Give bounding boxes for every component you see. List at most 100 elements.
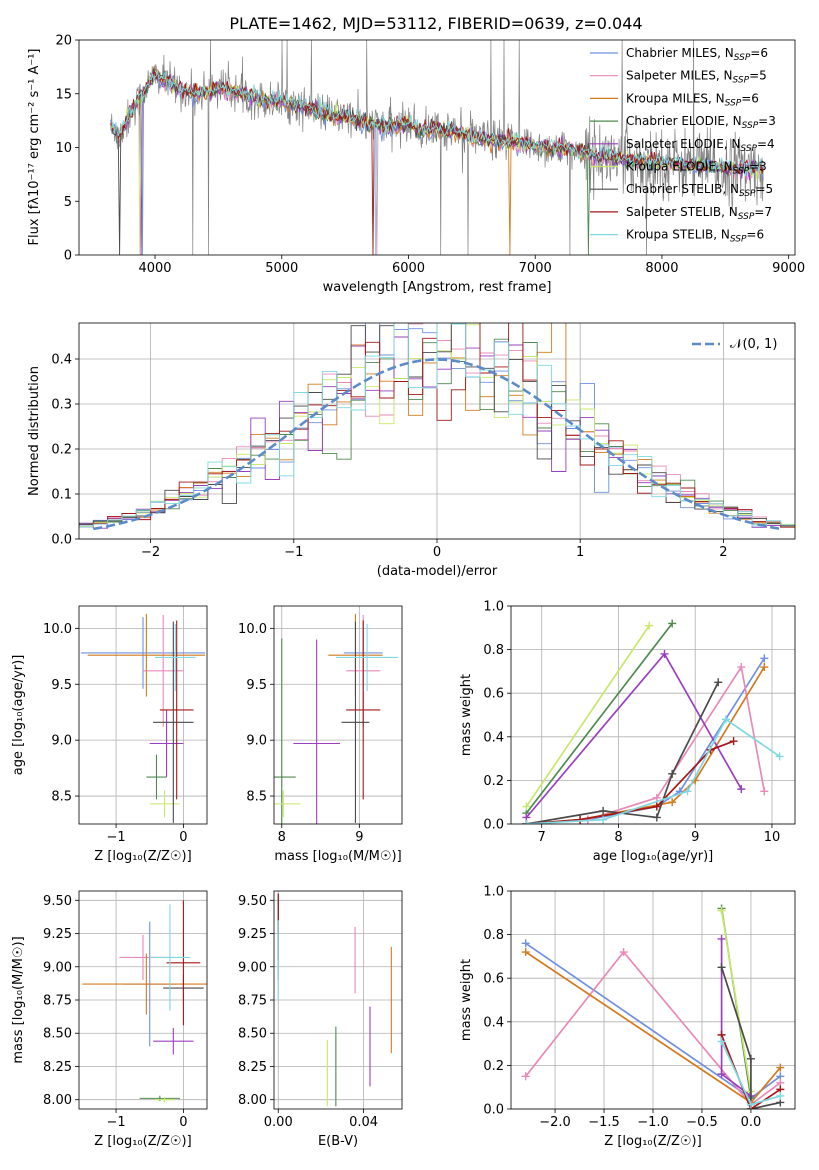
y-tick-label: 9.0	[51, 734, 72, 749]
y-tick-label: 9.0	[246, 734, 267, 749]
errorbar-point	[346, 620, 381, 800]
errorbar-point	[336, 623, 399, 691]
panel-massweight-vs-age: 7 8 9 10 0.0 0.2 0.4 0.6 0.8 1.0 age [log₁₀(age/yr…	[459, 600, 796, 864]
y-tick-label: 9.5	[246, 678, 267, 693]
x-tick-label: −2	[141, 545, 160, 560]
errorbar-point	[293, 639, 340, 824]
errorbar-point	[153, 1027, 194, 1055]
x-tick-label: 7	[538, 830, 546, 845]
legend-label: Chabrier ELODIE, NSSP=3	[626, 114, 776, 131]
gridlines	[274, 891, 402, 1109]
series-marker	[652, 813, 661, 822]
panel-age-vs-mass: 8 9 8.5 9.0 9.5 10.0 mass [log₁₀(M/M☉)]	[238, 605, 403, 864]
legend-label: Kroupa MILES, NSSP=6	[626, 91, 759, 108]
y-tick-label: 1.0	[483, 600, 504, 615]
gridlines	[511, 890, 795, 1110]
legend-count: =6	[741, 91, 759, 105]
x-tick-label: 6000	[392, 261, 425, 276]
series-line	[526, 657, 766, 824]
x-tick-label: 8000	[645, 261, 678, 276]
x-tick-label: 0	[179, 1115, 187, 1130]
series-marker	[660, 649, 669, 658]
x-axis-label: mass [log₁₀(M/M☉)]	[274, 849, 401, 864]
y-tick-label: 9.5	[51, 678, 72, 693]
panel-mass-vs-Z: −1 0 8.00 8.25 8.50 8.75 9.00 9.25 9.50 Z [log₁₀(…	[11, 890, 208, 1149]
legend-name: Kroupa ELODIE, N	[626, 160, 733, 174]
series-5	[522, 621, 654, 811]
histogram-8	[79, 323, 795, 527]
y-tick-label: 0.2	[483, 1059, 504, 1074]
panel-residuals: −2 −1 0 1 2 0.0 0.1 0.2 0.3 0.4 (data-model)/error…	[27, 322, 796, 579]
series-1	[521, 948, 785, 1109]
x-tick-label: 7000	[519, 261, 552, 276]
legend-count: =6	[746, 228, 764, 242]
series-marker	[521, 939, 530, 948]
y-tick-label: 0.0	[51, 533, 72, 548]
y-tick-label: 10	[55, 141, 72, 156]
y-tick-label: 0.3	[51, 398, 72, 413]
y-tick-label: 9.25	[238, 927, 267, 942]
series-6	[522, 678, 723, 824]
x-tick-label: 0.04	[349, 1115, 378, 1130]
series-marker	[760, 654, 769, 663]
series-marker	[521, 948, 530, 957]
y-axis-label: Flux [fλ10⁻¹⁷ erg cm⁻² s⁻¹ A⁻¹]	[27, 49, 42, 246]
y-axis-label: Normed distribution	[27, 366, 42, 496]
legend-label: Salpeter ELODIE, NSSP=4	[626, 137, 775, 154]
y-tick-label: 8.50	[238, 1027, 267, 1042]
y-axis-label: mass weight	[459, 674, 474, 756]
ticks: 8 9 8.5 9.0 9.5 10.0	[238, 622, 363, 845]
series-marker	[746, 1100, 755, 1109]
x-tick-label: 2	[719, 545, 727, 560]
legend-subscript: SSP	[738, 212, 755, 222]
y-tick-label: 15	[55, 87, 72, 102]
y-tick-label: 0.4	[483, 1015, 504, 1030]
panel-massweight-vs-Z: −2.0 −1.5 −1.0 −0.5 0.0 0.0 0.2 0.4 0.6 0.8 1.0 Z […	[459, 885, 796, 1149]
y-tick-label: 8.5	[246, 790, 267, 805]
legend-label: Kroupa STELIB, NSSP=6	[626, 228, 764, 245]
series-marker	[683, 787, 692, 796]
errorbar-point	[154, 1097, 175, 1103]
series-marker	[522, 802, 531, 811]
y-axis-label: mass weight	[459, 959, 474, 1041]
series-line	[720, 910, 752, 1092]
series-marker	[576, 815, 585, 824]
errorbar-point	[274, 790, 301, 818]
series-marker	[760, 663, 769, 672]
x-tick-label: 0.00	[264, 1115, 293, 1130]
y-tick-label: 0.6	[483, 972, 504, 987]
series-marker	[714, 678, 723, 687]
histogram-1	[79, 323, 795, 526]
series-marker	[599, 815, 608, 824]
series-line	[526, 740, 734, 824]
y-tick-label: 0.0	[483, 818, 504, 833]
series-marker	[652, 793, 661, 802]
errorbar-point	[149, 790, 180, 818]
y-tick-label: 0.2	[483, 774, 504, 789]
series-line	[526, 664, 766, 824]
panel-mass-vs-ebv: 0.00 0.04 8.00 8.25 8.50 8.75 9.00 9.25 9.50 E(B-…	[238, 890, 403, 1149]
y-tick-label: 0.0	[483, 1103, 504, 1118]
series-marker	[721, 715, 730, 724]
y-tick-label: 8.75	[43, 994, 72, 1009]
legend-subscript: SSP	[733, 167, 750, 177]
legend-subscript: SSP	[734, 53, 751, 63]
x-tick-label: −1.0	[637, 1115, 669, 1130]
y-tick-label: 8.00	[43, 1093, 72, 1108]
legend-count: =4	[757, 137, 775, 151]
y-tick-label: 1.0	[483, 885, 504, 900]
errorbar-point	[87, 613, 205, 697]
x-tick-label: −2.0	[539, 1115, 571, 1130]
x-axis-label: E(B-V)	[318, 1134, 358, 1149]
legend-label: Salpeter STELIB, NSSP=7	[626, 205, 772, 222]
series-marker	[737, 785, 746, 794]
errorbar-point	[149, 904, 191, 1011]
legend-count: =7	[754, 205, 772, 219]
errorbar-point	[166, 900, 201, 1026]
y-tick-label: 9.50	[238, 894, 267, 909]
series-8	[717, 1037, 785, 1109]
x-tick-label: 5000	[265, 261, 298, 276]
x-tick-label: −0.5	[686, 1115, 718, 1130]
axes-frame	[510, 605, 796, 825]
